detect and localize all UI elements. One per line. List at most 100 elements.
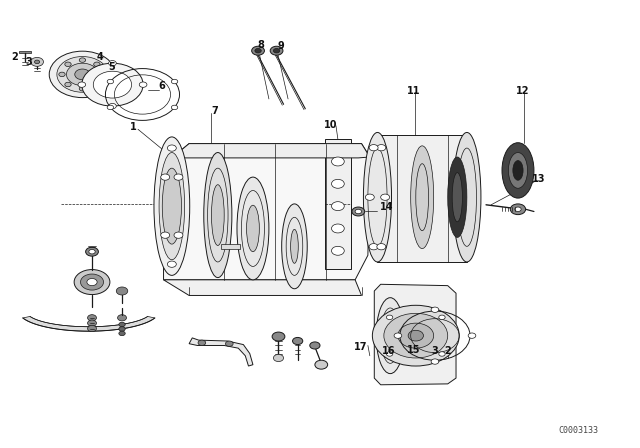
Circle shape bbox=[292, 337, 303, 345]
Ellipse shape bbox=[246, 205, 259, 252]
Circle shape bbox=[116, 287, 128, 295]
Circle shape bbox=[198, 340, 205, 345]
Ellipse shape bbox=[448, 157, 467, 237]
Circle shape bbox=[439, 315, 445, 319]
Circle shape bbox=[332, 157, 344, 166]
Circle shape bbox=[35, 60, 40, 64]
Circle shape bbox=[174, 174, 183, 180]
Polygon shape bbox=[221, 244, 240, 249]
Ellipse shape bbox=[163, 168, 181, 244]
Circle shape bbox=[387, 352, 393, 356]
Circle shape bbox=[310, 342, 320, 349]
Ellipse shape bbox=[376, 297, 404, 374]
Circle shape bbox=[273, 354, 284, 362]
Circle shape bbox=[431, 307, 439, 312]
Circle shape bbox=[377, 244, 386, 250]
Circle shape bbox=[59, 72, 65, 77]
Circle shape bbox=[100, 72, 106, 77]
Circle shape bbox=[81, 274, 104, 290]
Text: 13: 13 bbox=[532, 174, 545, 184]
Circle shape bbox=[252, 46, 264, 55]
Ellipse shape bbox=[75, 69, 90, 80]
Circle shape bbox=[93, 62, 100, 66]
Circle shape bbox=[109, 60, 116, 66]
Circle shape bbox=[174, 232, 183, 238]
Circle shape bbox=[365, 194, 374, 200]
Ellipse shape bbox=[291, 229, 298, 263]
Circle shape bbox=[65, 82, 71, 87]
Circle shape bbox=[273, 48, 280, 53]
Circle shape bbox=[172, 105, 178, 110]
Circle shape bbox=[88, 325, 97, 332]
Circle shape bbox=[74, 270, 110, 295]
Circle shape bbox=[387, 315, 393, 319]
Ellipse shape bbox=[49, 51, 116, 98]
Text: 2: 2 bbox=[12, 52, 18, 61]
Text: 2: 2 bbox=[444, 346, 451, 356]
Ellipse shape bbox=[211, 185, 224, 246]
Circle shape bbox=[109, 103, 116, 109]
Text: 7: 7 bbox=[211, 107, 218, 116]
Text: 4: 4 bbox=[96, 52, 103, 61]
Text: 12: 12 bbox=[516, 86, 530, 96]
Ellipse shape bbox=[82, 63, 143, 106]
Ellipse shape bbox=[502, 143, 534, 198]
Circle shape bbox=[377, 145, 386, 151]
Polygon shape bbox=[172, 144, 370, 158]
Circle shape bbox=[89, 250, 95, 254]
Text: 11: 11 bbox=[406, 86, 420, 96]
Polygon shape bbox=[378, 135, 467, 262]
Circle shape bbox=[394, 333, 402, 338]
Circle shape bbox=[381, 194, 390, 200]
Circle shape bbox=[168, 145, 176, 151]
Circle shape bbox=[315, 360, 328, 369]
Text: 14: 14 bbox=[380, 202, 393, 212]
Polygon shape bbox=[374, 284, 456, 385]
Text: 17: 17 bbox=[353, 342, 367, 352]
Text: 15: 15 bbox=[407, 345, 420, 355]
Circle shape bbox=[352, 207, 365, 216]
Circle shape bbox=[332, 179, 344, 188]
Circle shape bbox=[225, 341, 233, 346]
Text: 5: 5 bbox=[108, 62, 115, 72]
Ellipse shape bbox=[67, 63, 99, 86]
Ellipse shape bbox=[93, 71, 132, 98]
Circle shape bbox=[270, 46, 283, 55]
Circle shape bbox=[79, 58, 86, 62]
Ellipse shape bbox=[452, 172, 463, 222]
Circle shape bbox=[332, 202, 344, 211]
Text: 3: 3 bbox=[26, 57, 32, 67]
Ellipse shape bbox=[411, 146, 434, 249]
Text: 10: 10 bbox=[323, 120, 337, 130]
Circle shape bbox=[86, 247, 99, 256]
Polygon shape bbox=[23, 316, 155, 331]
Circle shape bbox=[255, 48, 261, 53]
Polygon shape bbox=[189, 338, 253, 366]
Circle shape bbox=[372, 305, 460, 366]
Circle shape bbox=[31, 57, 44, 66]
Ellipse shape bbox=[159, 152, 184, 260]
Circle shape bbox=[468, 333, 476, 338]
Circle shape bbox=[172, 79, 178, 84]
Circle shape bbox=[168, 261, 176, 267]
Circle shape bbox=[140, 82, 147, 87]
Ellipse shape bbox=[385, 320, 396, 351]
Text: C0003133: C0003133 bbox=[559, 426, 598, 435]
Circle shape bbox=[107, 79, 113, 84]
Polygon shape bbox=[19, 51, 31, 53]
Text: 6: 6 bbox=[158, 82, 165, 91]
Ellipse shape bbox=[513, 160, 523, 180]
Ellipse shape bbox=[453, 133, 481, 262]
Circle shape bbox=[118, 314, 127, 321]
Circle shape bbox=[369, 145, 378, 151]
Text: 1: 1 bbox=[130, 122, 137, 132]
Circle shape bbox=[408, 330, 424, 341]
Circle shape bbox=[161, 232, 170, 238]
Circle shape bbox=[65, 62, 71, 66]
Circle shape bbox=[79, 86, 86, 91]
Polygon shape bbox=[164, 280, 362, 296]
Text: 3: 3 bbox=[431, 346, 438, 356]
Polygon shape bbox=[164, 144, 370, 280]
Circle shape bbox=[78, 82, 86, 87]
Ellipse shape bbox=[237, 177, 269, 280]
